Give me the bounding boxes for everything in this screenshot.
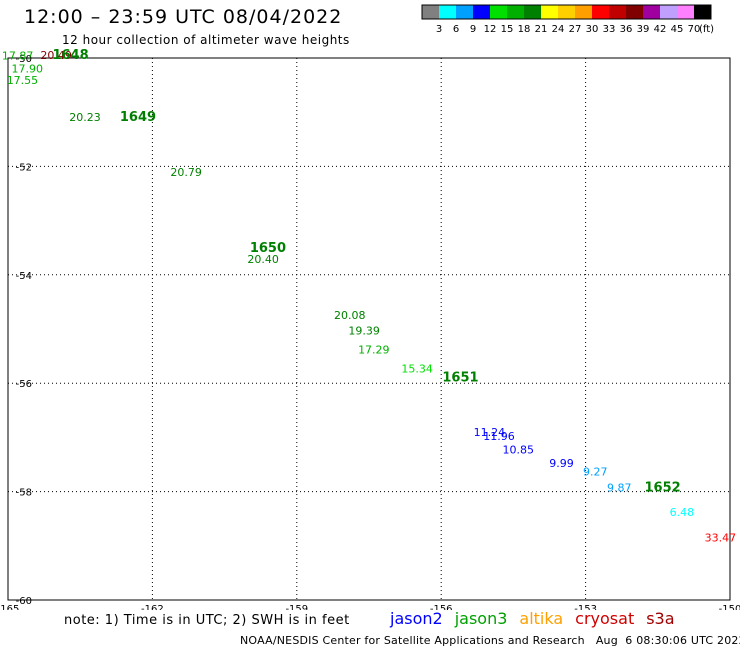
colorbar-label: 42	[654, 24, 667, 35]
colorbar-legend: 3 6 9 12 15 18 21 24 27 30 33 36 39 42 45 70(ft)	[421, 4, 714, 35]
colorbar-swatch	[558, 5, 575, 19]
mission-label: altika	[519, 609, 564, 628]
lon-tick-label: -162	[141, 604, 164, 610]
colorbar-label: 15	[501, 24, 514, 35]
colorbar-label: 12	[484, 24, 497, 35]
colorbar-swatch	[439, 5, 456, 19]
lat-tick-label: -52	[16, 162, 32, 173]
colorbar-label: 24	[552, 24, 565, 35]
colorbar-unit: (ft)	[699, 24, 714, 35]
lon-tick-label: -153	[574, 604, 597, 610]
footer-credit: NOAA/NESDIS Center for Satellite Applica…	[240, 634, 740, 647]
lat-tick-label: -50	[16, 54, 32, 65]
colorbar-swatch	[456, 5, 473, 19]
swh-observation: 33.47	[705, 531, 737, 544]
swh-observation: 19.39	[348, 324, 380, 337]
mission-legend: jason2 jason3 altika cryosat s3a	[390, 609, 687, 628]
pass-label: 1649	[120, 110, 156, 125]
swh-observation: 9.87	[607, 482, 632, 495]
colorbar-label: 30	[586, 24, 599, 35]
map-title: 12:00 – 23:59 UTC 08/04/2022	[24, 6, 343, 28]
lon-tick-label: -159	[285, 604, 308, 610]
colorbar-label: 33	[603, 24, 616, 35]
swh-observation: 20.23	[69, 111, 101, 124]
pass-label: 1651	[442, 371, 478, 386]
colorbar-swatch	[524, 5, 541, 19]
lat-tick-label: -58	[16, 488, 32, 499]
swh-observation: 17.29	[358, 343, 390, 356]
colorbar-swatch	[541, 5, 558, 19]
colorbar-swatch	[473, 5, 490, 19]
colorbar-label: 21	[535, 24, 548, 35]
colorbar-label: 70	[688, 24, 701, 35]
colorbar-swatch	[592, 5, 609, 19]
lon-tick-label: -165	[0, 604, 19, 610]
colorbar-swatch	[677, 5, 694, 19]
colorbar-label: 9	[470, 24, 476, 35]
mission-label: s3a	[646, 609, 675, 628]
colorbar-label: 6	[453, 24, 459, 35]
swh-observation: 15.34	[401, 362, 433, 375]
swh-observation: 20.40	[247, 253, 279, 266]
map-subtitle: 12 hour collection of altimeter wave hei…	[62, 33, 350, 47]
colorbar-swatch	[694, 5, 711, 19]
swh-observation: 20.49	[40, 49, 72, 62]
swh-observation: 11.24	[474, 426, 506, 439]
lon-tick-label: -156	[430, 604, 453, 610]
mission-label: cryosat	[575, 609, 635, 628]
colorbar-swatch	[643, 5, 660, 19]
swh-observation: 20.08	[334, 309, 366, 322]
pass-label: 1650	[250, 241, 286, 256]
colorbar-swatch	[490, 5, 507, 19]
colorbar-label: 18	[518, 24, 531, 35]
pass-label: 1648	[52, 48, 88, 63]
swh-observation: 17.55	[7, 74, 39, 87]
colorbar-swatch	[660, 5, 677, 19]
swh-observation: 11.96	[483, 430, 515, 443]
swh-observation: 17.87	[2, 50, 34, 63]
colorbar-frame	[421, 4, 712, 20]
pass-label: 1652	[645, 481, 681, 496]
lon-tick-label: -150	[719, 604, 740, 610]
colorbar-label: 27	[569, 24, 582, 35]
footer-note: note: 1) Time is in UTC; 2) SWH is in fe…	[64, 613, 350, 628]
colorbar-label: 39	[637, 24, 650, 35]
colorbar-swatch	[626, 5, 643, 19]
mission-label: jason2	[390, 609, 443, 628]
lat-tick-label: -56	[16, 379, 32, 390]
colorbar-swatch	[422, 5, 439, 19]
lat-tick-label: -60	[16, 596, 32, 607]
colorbar-swatch	[575, 5, 592, 19]
swh-observation: 6.48	[670, 506, 695, 519]
colorbar-label: 45	[671, 24, 684, 35]
map-frame	[7, 57, 731, 601]
colorbar-swatch	[507, 5, 524, 19]
swh-observation: 9.99	[549, 457, 574, 470]
wave-height-map: -165 -162 -159 -156 -153 -150 -50 -52 -54 -56 -58 -…	[0, 48, 740, 610]
swh-observation: 9.27	[583, 465, 608, 478]
swh-observation: 20.79	[170, 166, 202, 179]
swh-observation: 10.85	[502, 444, 534, 457]
swh-observation: 17.90	[12, 63, 44, 76]
colorbar-label: 36	[620, 24, 633, 35]
mission-label: jason3	[454, 609, 508, 628]
colorbar-swatch	[609, 5, 626, 19]
colorbar-label: 3	[436, 24, 442, 35]
lat-tick-label: -54	[16, 271, 32, 282]
